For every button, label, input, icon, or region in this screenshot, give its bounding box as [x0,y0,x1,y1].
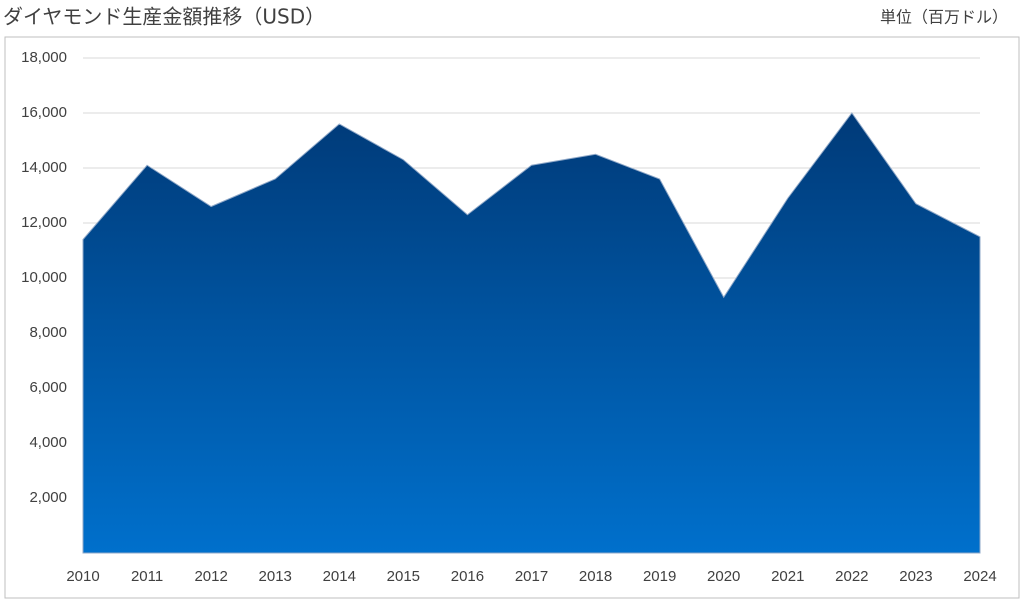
x-tick-label: 2024 [963,568,996,585]
chart-frame [4,36,1020,599]
area [82,112,981,554]
x-tick-label: 2014 [323,568,356,585]
x-tick-label: 2018 [579,568,612,585]
chart-title: ダイヤモンド生産金額推移（USD） [3,5,325,29]
y-tick-label: 6,000 [29,379,67,396]
unit-label: 単位（百万ドル） [880,8,1008,27]
y-tick-label: 2,000 [29,489,67,506]
y-tick-label: 12,000 [21,214,67,231]
y-tick-label: 14,000 [21,159,67,176]
x-tick-label: 2013 [259,568,292,585]
x-tick-label: 2012 [194,568,227,585]
x-tick-label: 2010 [66,568,99,585]
x-tick-label: 2023 [899,568,932,585]
y-tick-label: 18,000 [21,49,67,66]
x-tick-label: 2020 [707,568,740,585]
x-tick-label: 2017 [515,568,548,585]
x-tick-label: 2021 [771,568,804,585]
y-tick-label: 10,000 [21,269,67,286]
x-tick-label: 2011 [131,568,163,585]
y-tick-label: 16,000 [21,104,67,121]
x-tick-label: 2019 [643,568,676,585]
x-tick-label: 2022 [835,568,868,585]
x-tick-label: 2016 [451,568,484,585]
y-tick-label: 8,000 [29,324,67,341]
x-tick-label: 2015 [387,568,420,585]
y-tick-label: 4,000 [29,434,67,451]
